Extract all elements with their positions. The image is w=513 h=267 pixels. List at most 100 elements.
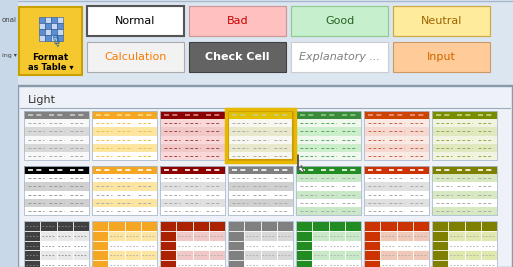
Bar (364, 182, 429, 190)
Bar (228, 135, 293, 144)
Bar (228, 190, 293, 199)
Bar (448, 250, 464, 260)
Bar (24, 119, 89, 127)
Bar (296, 250, 312, 260)
Bar (73, 241, 89, 250)
Text: as Table ▾: as Table ▾ (28, 64, 73, 73)
Bar (296, 144, 361, 152)
Bar (432, 174, 497, 182)
Bar (432, 166, 497, 215)
Bar (19, 7, 82, 75)
Bar (38, 23, 45, 29)
Bar (432, 166, 497, 174)
Bar (413, 231, 429, 241)
Bar (92, 152, 157, 160)
Bar (277, 260, 293, 267)
Bar (160, 250, 176, 260)
Bar (261, 241, 277, 250)
Bar (228, 260, 244, 267)
Bar (141, 221, 157, 231)
Bar (448, 221, 464, 231)
Bar (192, 260, 209, 267)
Bar (364, 260, 380, 267)
Bar (228, 199, 293, 207)
Bar (432, 111, 497, 160)
Bar (50, 23, 56, 29)
Bar (24, 190, 89, 199)
Bar (228, 231, 244, 241)
Bar (24, 221, 40, 231)
Text: Explanatory ...: Explanatory ... (299, 52, 380, 62)
Bar (312, 231, 328, 241)
Bar (432, 221, 497, 267)
Bar (448, 231, 464, 241)
Bar (92, 135, 157, 144)
Bar (296, 174, 361, 182)
Bar (40, 241, 56, 250)
Bar (45, 23, 50, 29)
Bar (24, 111, 89, 160)
Bar (291, 6, 388, 36)
Bar (141, 260, 157, 267)
Bar (50, 35, 56, 41)
Bar (277, 231, 293, 241)
Bar (380, 250, 397, 260)
Bar (277, 241, 293, 250)
Bar (364, 166, 429, 215)
Bar (73, 231, 89, 241)
Bar (92, 250, 108, 260)
Bar (176, 241, 192, 250)
Bar (464, 241, 481, 250)
Bar (189, 6, 286, 36)
Bar (108, 250, 125, 260)
Bar (261, 231, 277, 241)
Bar (413, 241, 429, 250)
Bar (296, 207, 361, 215)
Bar (296, 231, 312, 241)
Bar (209, 231, 225, 241)
Bar (56, 35, 63, 41)
Bar (160, 260, 176, 267)
Bar (413, 221, 429, 231)
Bar (209, 241, 225, 250)
Bar (364, 166, 429, 174)
Bar (160, 207, 225, 215)
Bar (448, 241, 464, 250)
Bar (364, 144, 429, 152)
Bar (228, 111, 293, 160)
Text: Neutral: Neutral (421, 16, 462, 26)
Bar (160, 166, 225, 174)
Bar (24, 221, 89, 267)
Bar (92, 111, 157, 160)
Bar (380, 260, 397, 267)
Bar (160, 182, 225, 190)
Bar (261, 260, 277, 267)
Bar (364, 111, 429, 160)
Bar (56, 231, 73, 241)
Bar (56, 29, 63, 35)
Bar (296, 152, 361, 160)
Bar (481, 241, 497, 250)
Bar (296, 221, 361, 267)
Text: Input: Input (427, 52, 456, 62)
Bar (261, 250, 277, 260)
Bar (432, 241, 448, 250)
Bar (40, 250, 56, 260)
Bar (364, 135, 429, 144)
Bar (432, 231, 448, 241)
Bar (481, 221, 497, 231)
Bar (296, 166, 361, 215)
Bar (397, 250, 413, 260)
Bar (296, 260, 312, 267)
Bar (141, 241, 157, 250)
Bar (448, 260, 464, 267)
Bar (92, 221, 157, 267)
Bar (328, 250, 345, 260)
Bar (50, 29, 56, 35)
Bar (87, 6, 184, 36)
Bar (244, 250, 261, 260)
Bar (393, 6, 490, 36)
Bar (364, 241, 380, 250)
Bar (393, 42, 490, 72)
Bar (24, 182, 89, 190)
